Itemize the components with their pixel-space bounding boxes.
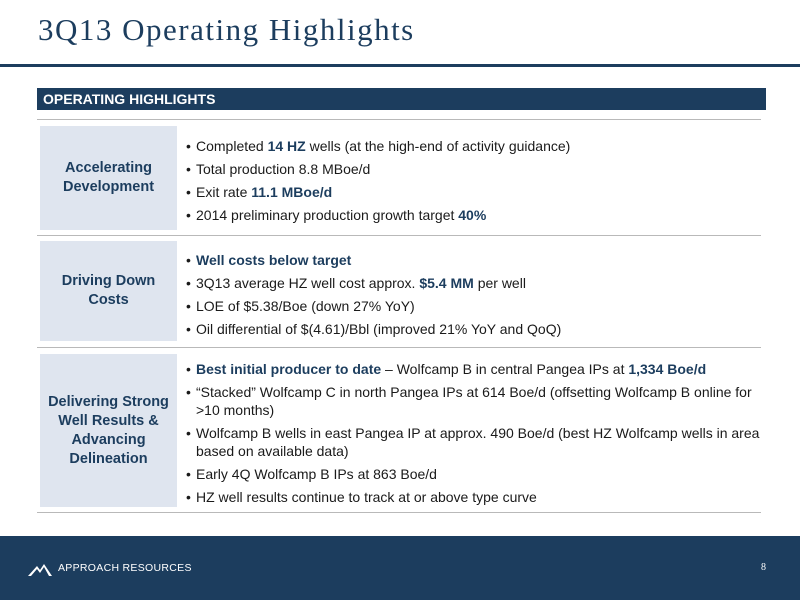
bullet-item: Completed 14 HZ wells (at the high-end o… (186, 137, 766, 155)
title-divider (0, 64, 800, 67)
row-divider (37, 512, 761, 513)
bullet-item: Exit rate 11.1 MBoe/d (186, 183, 766, 201)
bullet-item: 3Q13 average HZ well cost approx. $5.4 M… (186, 274, 766, 292)
page-title: 3Q13 Operating Highlights (38, 12, 415, 47)
bullet-item: 2014 preliminary production growth targe… (186, 206, 766, 224)
footer-bar (0, 536, 800, 600)
section-header: OPERATING HIGHLIGHTS (37, 88, 766, 110)
company-name: APPROACH RESOURCES (58, 562, 192, 574)
page-number: 8 (761, 562, 766, 573)
bullet-item: Early 4Q Wolfcamp B IPs at 863 Boe/d (186, 465, 766, 483)
bullet-item: Best initial producer to date – Wolfcamp… (186, 360, 766, 378)
bullet-list-accelerating-development: Completed 14 HZ wells (at the high-end o… (186, 137, 766, 229)
bullet-item: Well costs below target (186, 251, 766, 269)
bullet-item: Oil differential of $(4.61)/Bbl (improve… (186, 320, 766, 338)
row-divider (37, 119, 761, 120)
bullet-item: LOE of $5.38/Boe (down 27% YoY) (186, 297, 766, 315)
row-label-accelerating-development: Accelerating Development (40, 126, 177, 230)
bullet-item: HZ well results continue to track at or … (186, 488, 766, 506)
bullet-list-driving-down-costs: Well costs below target 3Q13 average HZ … (186, 251, 766, 343)
row-divider (37, 235, 761, 236)
bullet-item: Total production 8.8 MBoe/d (186, 160, 766, 178)
row-divider (37, 347, 761, 348)
bullet-item: “Stacked” Wolfcamp C in north Pangea IPs… (186, 383, 766, 419)
row-label-driving-down-costs: Driving Down Costs (40, 241, 177, 341)
bullet-list-delivering-strong-well-results: Best initial producer to date – Wolfcamp… (186, 360, 766, 511)
approach-mountain-logo-icon (28, 564, 52, 576)
row-label-delivering-strong-well-results: Delivering Strong Well Results & Advanci… (40, 354, 177, 507)
bullet-item: Wolfcamp B wells in east Pangea IP at ap… (186, 424, 766, 460)
